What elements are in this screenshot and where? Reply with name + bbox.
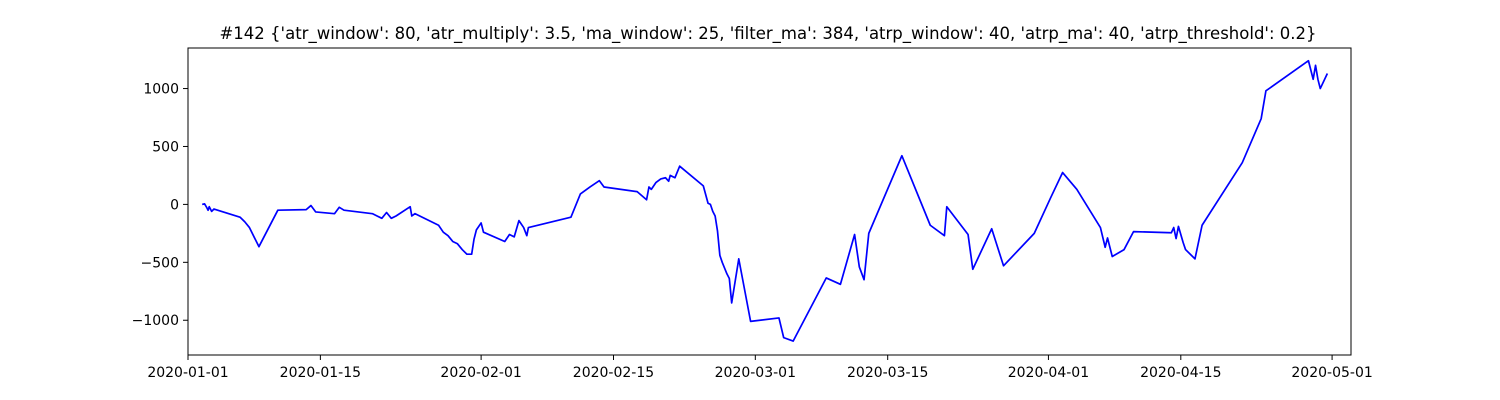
y-axis: −1000 −500 0 500 1000: [132, 82, 188, 329]
x-tick-label: 2020-03-15: [847, 365, 928, 381]
x-tick-label: 2020-02-01: [440, 365, 521, 381]
y-tick-label: 0: [170, 197, 179, 213]
y-tick-label: 500: [152, 139, 179, 155]
x-tick-label: 2020-03-01: [715, 365, 796, 381]
chart-title: #142 {'atr_window': 80, 'atr_multiply': …: [219, 24, 1316, 44]
x-tick-label: 2020-05-01: [1291, 365, 1372, 381]
y-tick-label: −500: [141, 255, 179, 271]
series-line-0: [201, 59, 1329, 342]
x-tick-label: 2020-01-01: [147, 365, 228, 381]
y-tick-label: 1000: [143, 82, 179, 98]
x-tick-label: 2020-01-15: [280, 365, 361, 381]
x-tick-label: 2020-04-15: [1140, 365, 1221, 381]
y-tick-label: −1000: [132, 313, 179, 329]
x-tick-label: 2020-04-01: [1008, 365, 1089, 381]
x-tick-label: 2020-02-15: [573, 365, 654, 381]
x-axis: 2020-01-01 2020-01-15 2020-02-01 2020-02-15…: [147, 355, 1373, 381]
plot-frame: [187, 47, 1352, 356]
series-layer: [201, 59, 1329, 342]
